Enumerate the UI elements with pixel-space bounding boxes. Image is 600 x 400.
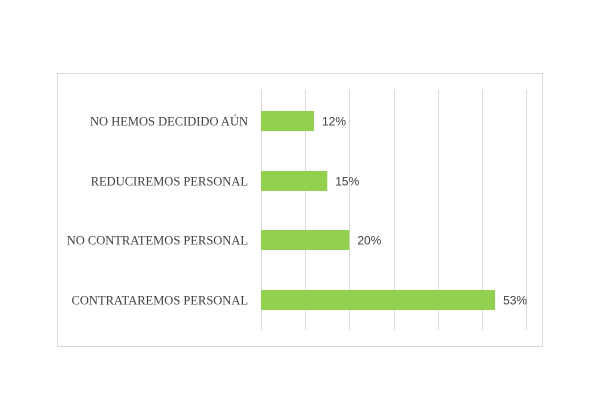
category-label-3: CONTRATAREMOS PERSONAL xyxy=(72,294,248,308)
value-label-0: 12% xyxy=(322,115,346,129)
value-label-2: 20% xyxy=(357,234,381,248)
bars xyxy=(261,111,496,310)
plot-area-border xyxy=(57,73,543,347)
value-label-1: 15% xyxy=(335,175,359,189)
category-label-1: REDUCIREMOS PERSONAL xyxy=(91,175,248,189)
category-label-0: NO HEMOS DECIDIDO AÚN xyxy=(90,115,248,129)
category-label-2: NO CONTRATEMOS PERSONAL xyxy=(67,234,248,248)
bar-3 xyxy=(261,290,496,310)
value-labels: 12% 15% 20% 53% xyxy=(322,115,527,308)
bar-0 xyxy=(261,111,314,131)
category-labels: NO HEMOS DECIDIDO AÚN REDUCIREMOS PERSONA… xyxy=(67,115,248,308)
bar-1 xyxy=(261,171,328,191)
bar-2 xyxy=(261,230,350,250)
value-label-3: 53% xyxy=(503,294,527,308)
